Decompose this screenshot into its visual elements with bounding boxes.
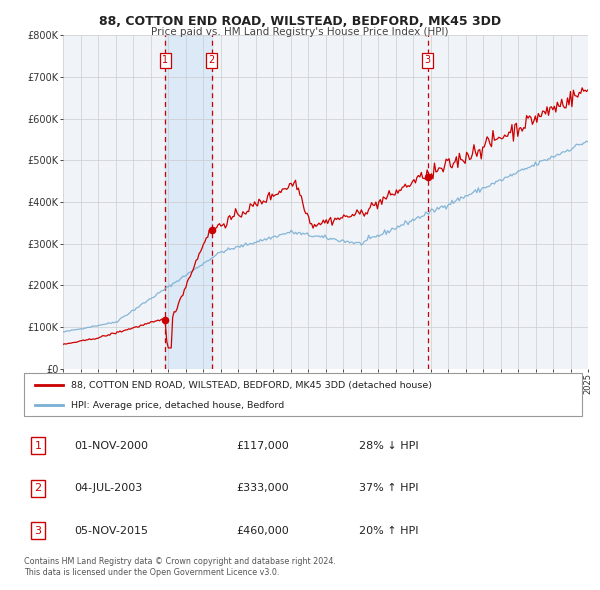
Text: 04-JUL-2003: 04-JUL-2003 (74, 483, 142, 493)
Text: 88, COTTON END ROAD, WILSTEAD, BEDFORD, MK45 3DD: 88, COTTON END ROAD, WILSTEAD, BEDFORD, … (99, 15, 501, 28)
Text: HPI: Average price, detached house, Bedford: HPI: Average price, detached house, Bedf… (71, 401, 284, 410)
Text: 1: 1 (34, 441, 41, 451)
Text: 01-NOV-2000: 01-NOV-2000 (74, 441, 148, 451)
Text: Contains HM Land Registry data © Crown copyright and database right 2024.
This d: Contains HM Land Registry data © Crown c… (24, 558, 336, 577)
Text: 05-NOV-2015: 05-NOV-2015 (74, 526, 148, 536)
Text: 2: 2 (34, 483, 41, 493)
Text: 88, COTTON END ROAD, WILSTEAD, BEDFORD, MK45 3DD (detached house): 88, COTTON END ROAD, WILSTEAD, BEDFORD, … (71, 381, 433, 390)
Text: Price paid vs. HM Land Registry's House Price Index (HPI): Price paid vs. HM Land Registry's House … (151, 27, 449, 37)
Text: 28% ↓ HPI: 28% ↓ HPI (359, 441, 418, 451)
Text: 3: 3 (34, 526, 41, 536)
Text: 1: 1 (162, 55, 168, 65)
Text: £460,000: £460,000 (236, 526, 289, 536)
Text: 3: 3 (425, 55, 431, 65)
Text: 2: 2 (209, 55, 215, 65)
FancyBboxPatch shape (24, 373, 582, 416)
Text: 20% ↑ HPI: 20% ↑ HPI (359, 526, 418, 536)
Text: £117,000: £117,000 (236, 441, 289, 451)
Bar (165, 35, 212, 369)
Text: £333,000: £333,000 (236, 483, 289, 493)
Text: 37% ↑ HPI: 37% ↑ HPI (359, 483, 418, 493)
